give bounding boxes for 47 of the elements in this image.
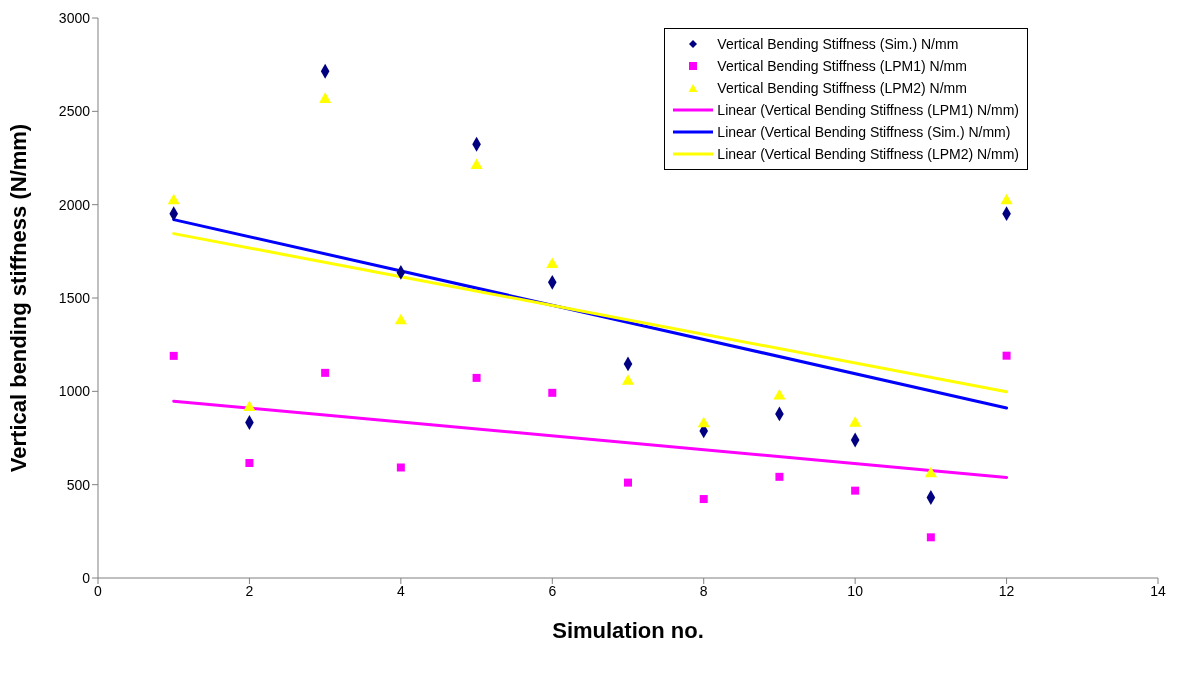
x-tick-label: 8	[699, 582, 708, 599]
point	[472, 373, 481, 382]
y-axis-title: Vertical bending stiffness (N/mm)	[5, 123, 31, 473]
legend-label: Linear (Vertical Bending Stiffness (LPM2) N/mm)	[717, 146, 1019, 162]
x-tick-label: 12	[998, 582, 1015, 599]
point	[245, 459, 254, 468]
point	[851, 486, 860, 495]
y-tick-label: 0	[82, 569, 91, 586]
y-tick-label: 3000	[58, 9, 91, 26]
y-tick-label: 2500	[58, 103, 91, 120]
legend-label: Vertical Bending Stiffness (LPM2) N/mm	[717, 80, 967, 96]
x-tick-label: 4	[396, 582, 405, 599]
point	[319, 92, 332, 103]
legend-label: Vertical Bending Stiffness (Sim.) N/mm	[717, 36, 959, 52]
point	[775, 472, 784, 481]
x-tick-label: 0	[94, 582, 103, 599]
point	[1000, 193, 1013, 205]
point	[1002, 351, 1011, 360]
point	[546, 257, 559, 269]
x-tick-label: 2	[245, 582, 254, 599]
point	[699, 495, 708, 504]
point	[243, 400, 256, 412]
point	[169, 351, 178, 360]
point	[924, 466, 937, 478]
y-tick-label: 1000	[58, 383, 91, 400]
x-axis-title: Simulation no.	[552, 618, 704, 643]
point	[167, 193, 180, 205]
point	[621, 374, 635, 385]
legend-label: Vertical Bending Stiffness (LPM1) N/mm	[717, 58, 967, 74]
point	[849, 416, 862, 427]
point	[396, 463, 405, 472]
x-tick-label: 14	[1150, 582, 1166, 599]
x-tick-label: 10	[847, 582, 864, 599]
point	[470, 158, 483, 169]
point	[394, 313, 407, 325]
point	[773, 388, 786, 400]
point	[548, 388, 557, 397]
point	[624, 478, 632, 487]
x-tick-label: 6	[548, 582, 557, 599]
y-tick-label: 1500	[58, 289, 91, 306]
point	[321, 368, 330, 377]
point	[926, 533, 935, 542]
legend-label: Linear (Vertical Bending Stiffness (Sim.) N/mm)	[717, 124, 1011, 140]
y-tick-label: 2000	[58, 196, 91, 213]
y-tick-label: 500	[66, 476, 91, 493]
legend-label: Linear (Vertical Bending Stiffness (LPM1) N/mm)	[717, 102, 1019, 118]
point	[697, 416, 710, 428]
